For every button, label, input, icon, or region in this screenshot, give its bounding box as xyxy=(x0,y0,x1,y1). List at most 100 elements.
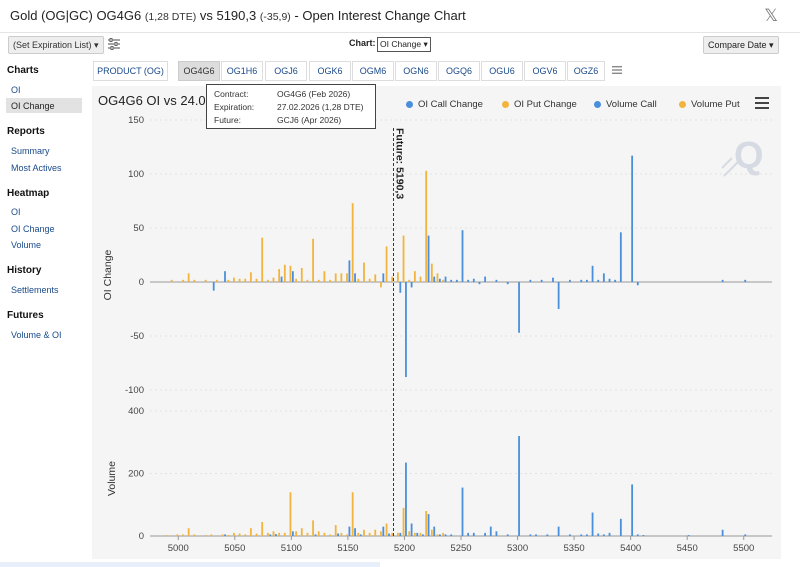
y-tick-label: 100 xyxy=(128,169,144,180)
tab-ogv6[interactable]: OGV6 xyxy=(524,61,566,81)
bar-oi-put-change xyxy=(402,235,405,282)
bar-volume-put xyxy=(357,532,360,536)
chart-type-label: Chart: xyxy=(349,38,376,48)
tooltip-contract-label: Contract: xyxy=(214,89,249,99)
sidebar-item-heatmap-volume[interactable]: Volume xyxy=(11,240,42,250)
bar-volume-put xyxy=(165,535,167,536)
bar-oi-put-change xyxy=(283,264,286,282)
bar-oi-put-change xyxy=(289,265,292,282)
bottom-scroll-bar[interactable] xyxy=(0,562,380,567)
sidebar-item-settlements[interactable]: Settlements xyxy=(11,285,59,295)
bar-oi-put-change xyxy=(430,263,433,282)
tooltip-future-value: GCJ6 (Apr 2026) xyxy=(277,115,342,125)
x-tick-label: 5300 xyxy=(507,543,528,554)
bar-oi-put-change xyxy=(312,238,314,282)
tab-ogq6[interactable]: OGQ6 xyxy=(438,61,480,81)
bar-volume-put xyxy=(397,532,399,536)
legend-volume-call[interactable]: Volume Call xyxy=(594,99,657,110)
close-icon[interactable]: 𝕏 xyxy=(764,6,778,25)
bar-oi-put-change xyxy=(204,279,207,282)
bar-volume-call xyxy=(354,528,356,536)
bar-volume-call xyxy=(422,534,424,536)
tab-product-og[interactable]: PRODUCT (OG) xyxy=(93,61,168,81)
bar-oi-call-change xyxy=(580,279,583,282)
bar-volume-put xyxy=(221,534,224,536)
bar-volume-call xyxy=(489,526,492,536)
bar-oi-put-change xyxy=(334,273,337,282)
sidebar-item-heatmap-oi-change[interactable]: OI Change xyxy=(11,224,55,234)
sidebar-item-oi-change[interactable]: OI Change xyxy=(11,101,55,111)
bar-volume-call xyxy=(399,532,402,536)
bar-volume-call xyxy=(438,534,441,536)
compare-date-dropdown[interactable]: Compare Date ▾ xyxy=(703,36,779,54)
sidebar-item-heatmap-oi[interactable]: OI xyxy=(11,207,21,217)
sidebar-heading-futures: Futures xyxy=(7,310,44,321)
legend-label: Volume Put xyxy=(691,99,740,110)
bar-volume-call xyxy=(433,526,436,536)
bar-volume-call xyxy=(631,484,634,536)
x-tick-label: 5150 xyxy=(337,543,358,554)
bar-volume-call xyxy=(382,526,385,536)
bar-volume-call xyxy=(484,532,487,536)
bar-volume-put xyxy=(244,534,247,536)
bar-volume-call xyxy=(359,534,362,536)
bar-volume-call xyxy=(518,436,520,536)
bar-volume-call xyxy=(467,532,470,536)
bar-oi-put-change xyxy=(255,278,258,282)
bar-oi-put-change xyxy=(436,273,439,282)
tabs-menu-icon[interactable] xyxy=(612,65,622,75)
bar-volume-put xyxy=(182,534,184,536)
chart-menu-icon[interactable] xyxy=(755,97,769,109)
sidebar-item-summary[interactable]: Summary xyxy=(11,146,50,156)
toolbar: (Set Expiration List) ▾ Chart: OI Change… xyxy=(0,32,800,56)
tab-ogj6[interactable]: OGJ6 xyxy=(265,61,307,81)
bar-volume-call xyxy=(427,514,430,536)
tab-og4g6[interactable]: OG4G6 xyxy=(178,61,220,81)
sidebar-item-most-actives[interactable]: Most Actives xyxy=(11,163,62,173)
legend-dot xyxy=(679,100,686,108)
bar-volume-call xyxy=(529,534,532,536)
bar-oi-put-change xyxy=(408,279,411,282)
legend-oi-put-change[interactable]: OI Put Change xyxy=(502,99,577,110)
title-suffix: - Open Interest Change Chart xyxy=(294,8,466,23)
bar-volume-put xyxy=(413,532,416,536)
bar-oi-call-change xyxy=(569,279,571,282)
bar-oi-call-change xyxy=(631,155,634,282)
tab-ogk6[interactable]: OGK6 xyxy=(309,61,351,81)
tab-ogz6[interactable]: OGZ6 xyxy=(567,61,605,81)
bar-volume-put xyxy=(176,534,179,536)
bar-oi-put-change xyxy=(380,282,382,288)
bar-oi-put-change xyxy=(385,246,388,282)
bar-oi-call-change xyxy=(433,276,436,282)
bar-oi-put-change xyxy=(357,278,360,282)
chart-type-select[interactable]: OI Change ▾ xyxy=(377,37,431,52)
bar-oi-call-change xyxy=(405,282,407,378)
bar-oi-put-change xyxy=(351,203,354,282)
expiration-list-dropdown[interactable]: (Set Expiration List) ▾ xyxy=(8,36,104,54)
bar-oi-put-change xyxy=(170,279,173,282)
tab-ogn6[interactable]: OGN6 xyxy=(395,61,437,81)
legend-oi-call-change[interactable]: OI Call Change xyxy=(406,99,483,110)
bar-volume-put xyxy=(436,534,439,536)
bar-oi-call-change xyxy=(484,276,487,282)
bar-volume-call xyxy=(461,487,464,536)
tab-ogm6[interactable]: OGM6 xyxy=(352,61,394,81)
bar-volume-put xyxy=(391,532,394,536)
bar-volume-put xyxy=(193,534,196,536)
y-axis-label-volume: Volume xyxy=(106,461,118,496)
tab-ogu6[interactable]: OGU6 xyxy=(481,61,523,81)
bar-volume-call xyxy=(591,512,594,536)
sidebar-active-highlight xyxy=(6,98,82,113)
bar-volume-put xyxy=(380,531,382,536)
bar-volume-put xyxy=(385,523,388,536)
bar-volume-put xyxy=(374,529,377,536)
bar-oi-put-change xyxy=(317,279,320,282)
legend-volume-put[interactable]: Volume Put xyxy=(679,99,740,110)
sidebar-item-volume-oi[interactable]: Volume & OI xyxy=(11,330,62,340)
sliders-icon[interactable] xyxy=(107,37,121,51)
future-price-label: Future: 5190,3 xyxy=(393,128,405,199)
bar-oi-call-change xyxy=(212,282,215,291)
sidebar-item-oi[interactable]: OI xyxy=(11,85,21,95)
tab-og1h6[interactable]: OG1H6 xyxy=(221,61,263,81)
bar-volume-put xyxy=(255,533,258,536)
